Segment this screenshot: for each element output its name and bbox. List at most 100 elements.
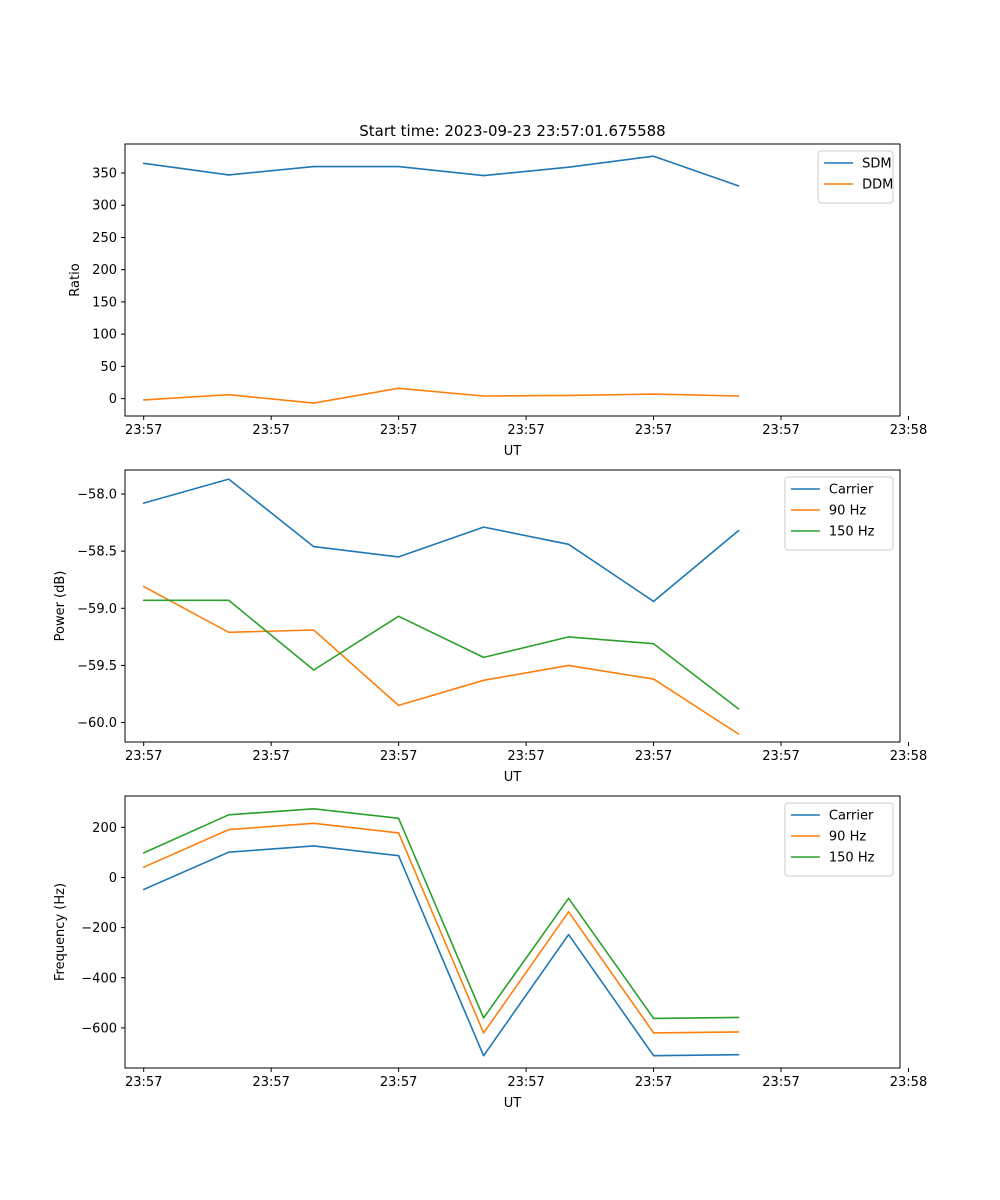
data-point	[397, 704, 400, 707]
data-point	[312, 545, 315, 548]
data-point	[737, 185, 740, 187]
legend-label: Carrier	[829, 809, 874, 824]
y-tick-label: −60.0	[77, 716, 117, 731]
data-point	[397, 556, 400, 558]
y-tick-label: 100	[92, 328, 117, 343]
data-point	[567, 636, 570, 638]
data-point	[652, 155, 655, 158]
axes-frame	[124, 143, 901, 417]
data-point	[142, 502, 145, 504]
data-point	[227, 828, 230, 831]
series-line-ddm	[143, 387, 739, 404]
data-point	[652, 1032, 655, 1034]
legend: Carrier 90 Hz 150 Hz	[784, 802, 894, 877]
x-tick-label: 23:57	[507, 749, 544, 764]
data-point	[482, 1017, 485, 1019]
data-point	[737, 1016, 740, 1019]
data-point	[397, 832, 400, 834]
series-line-90-hz	[143, 585, 739, 735]
figure-title: Start time: 2023-09-23 23:57:01.675588	[359, 122, 665, 140]
legend-label: 90 Hz	[829, 504, 866, 519]
x-tick-label: 23:57	[125, 423, 162, 438]
y-tick-label: 350	[92, 167, 117, 182]
data-point	[397, 387, 400, 390]
data-point	[737, 1031, 740, 1033]
y-tick-label: −59.0	[77, 602, 117, 617]
data-point	[567, 664, 570, 667]
legend-label: SDM	[862, 157, 891, 172]
data-point	[397, 615, 400, 618]
series-line-sdm	[143, 155, 739, 187]
data-point	[482, 174, 485, 177]
y-tick-label: 200	[92, 263, 117, 278]
y-tick-label: −58.5	[77, 545, 117, 560]
legend: SDM DDM	[817, 150, 894, 204]
data-point	[737, 395, 740, 397]
data-point	[567, 166, 570, 169]
data-point	[482, 395, 485, 397]
y-tick-label: 150	[92, 295, 117, 310]
x-tick-label: 23:57	[125, 749, 162, 764]
x-tick-label: 23:57	[252, 1075, 289, 1090]
data-point	[142, 888, 145, 891]
frequency-panel: 23:57 23:57 23:57 23:57 23:57 23:57 23:58 200 0 −…	[53, 795, 927, 1111]
series-line-carrier	[143, 845, 739, 1057]
data-point	[142, 866, 145, 868]
data-point	[227, 478, 230, 480]
data-point	[227, 814, 230, 816]
data-point	[482, 679, 485, 682]
y-tick-label: −400	[81, 971, 117, 986]
series-line-90-hz	[143, 822, 739, 1034]
y-axis-label: Power (dB)	[53, 571, 68, 642]
legend-label: DDM	[862, 178, 893, 193]
power-panel: 23:57 23:57 23:57 23:57 23:57 23:57 23:58 −58.0…	[53, 469, 927, 785]
data-point	[312, 669, 315, 671]
y-axis-label: Ratio	[68, 263, 83, 296]
data-point	[482, 1054, 485, 1057]
data-point	[567, 933, 570, 936]
y-tick-label: 200	[92, 821, 117, 836]
x-tick-label: 23:58	[890, 1075, 927, 1090]
x-tick-label: 23:57	[762, 749, 799, 764]
data-point	[227, 393, 230, 396]
data-point	[652, 600, 655, 603]
series-line-150-hz	[143, 599, 739, 710]
data-point	[567, 394, 570, 397]
x-axis-label: UT	[504, 444, 522, 459]
data-point	[397, 854, 400, 857]
x-tick-label: 23:57	[635, 423, 672, 438]
legend-label: Carrier	[829, 483, 874, 498]
y-tick-label: 300	[92, 199, 117, 214]
data-point	[482, 1032, 485, 1034]
axes-frame	[124, 469, 901, 743]
x-tick-label: 23:58	[890, 423, 927, 438]
data-point	[227, 174, 230, 176]
data-point	[567, 543, 570, 546]
data-point	[567, 897, 570, 900]
x-tick-label: 23:57	[635, 749, 672, 764]
data-point	[397, 165, 400, 168]
x-tick-label: 23:57	[635, 1075, 672, 1090]
data-point	[312, 629, 315, 631]
data-point	[482, 656, 485, 659]
data-point	[737, 708, 740, 710]
y-tick-label: −600	[81, 1021, 117, 1036]
data-point	[737, 1053, 740, 1056]
series-line-carrier	[143, 478, 740, 603]
data-point	[312, 845, 315, 847]
y-tick-label: 0	[109, 392, 117, 407]
x-tick-label: 23:58	[890, 749, 927, 764]
series-line-150-hz	[143, 807, 739, 1020]
data-point	[227, 851, 230, 853]
data-point	[142, 585, 145, 588]
legend-label: 150 Hz	[829, 851, 875, 866]
data-point	[652, 642, 655, 645]
data-point	[652, 1017, 655, 1020]
x-tick-label: 23:57	[380, 1075, 417, 1090]
data-point	[652, 678, 655, 680]
y-tick-label: −59.5	[77, 659, 117, 674]
data-point	[142, 162, 145, 165]
axes-frame	[124, 795, 901, 1069]
y-tick-label: 0	[109, 871, 117, 886]
x-tick-label: 23:57	[252, 749, 289, 764]
